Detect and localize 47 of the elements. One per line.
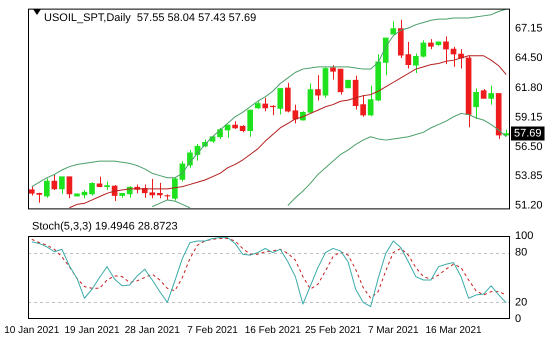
candlestick — [315, 74, 321, 102]
candlestick — [59, 176, 65, 194]
y-tick-label: 100 — [515, 230, 534, 242]
chart-title: USOIL_SPT,Daily 57.55 58.04 57.43 57.69 — [44, 12, 256, 24]
candlestick — [428, 38, 434, 50]
candlestick — [285, 82, 291, 113]
annotation: 57.69 — [514, 128, 542, 140]
y-tick-label: 20 — [515, 296, 528, 308]
candlestick — [156, 182, 163, 199]
candlestick — [149, 178, 156, 199]
y-tick-label: 0 — [515, 313, 522, 326]
y-tick-label: 61.80 — [515, 82, 543, 94]
y-tick-label: 56.50 — [515, 140, 543, 153]
candlestick — [262, 97, 268, 112]
x-tick-label: 19 Jan 2021 — [64, 324, 120, 336]
candlestick — [66, 176, 72, 199]
candlestick — [277, 87, 284, 116]
x-tick-label: 7 Feb 2021 — [187, 324, 238, 336]
candlestick — [368, 85, 374, 117]
y-tick-label: 53.85 — [515, 170, 543, 182]
candlestick — [52, 174, 58, 190]
candlestick — [360, 94, 366, 118]
x-tick-label: 16 Feb 2021 — [244, 324, 302, 336]
candlestick — [420, 40, 426, 58]
candlestick — [473, 88, 479, 120]
x-tick-label: 7 Mar 2021 — [368, 324, 419, 336]
x-tick-label: 16 Mar 2021 — [425, 324, 482, 336]
candlestick — [488, 85, 494, 106]
candlestick — [44, 178, 50, 198]
candlestick — [247, 109, 253, 138]
candlestick — [413, 53, 419, 74]
y-tick-label: 80 — [515, 246, 528, 259]
x-tick-label: 28 Jan 2021 — [124, 324, 180, 336]
candlestick — [308, 82, 314, 114]
chart-title: Stoch(5,3,3) 19.4946 28.8723 — [32, 220, 178, 233]
x-tick-label: 25 Feb 2021 — [304, 324, 362, 336]
candlestick — [390, 20, 396, 36]
x-tick-label: 10 Jan 2021 — [4, 324, 60, 336]
y-tick-label: 64.50 — [515, 52, 543, 64]
candlestick — [172, 177, 178, 202]
candlestick — [292, 104, 298, 124]
candlestick — [406, 41, 412, 70]
y-tick-label: 59.15 — [515, 111, 543, 124]
y-tick-label: 51.20 — [515, 200, 543, 212]
y-tick-label: 67.15 — [515, 22, 543, 35]
candlestick — [180, 160, 186, 182]
candlestick — [480, 88, 486, 99]
